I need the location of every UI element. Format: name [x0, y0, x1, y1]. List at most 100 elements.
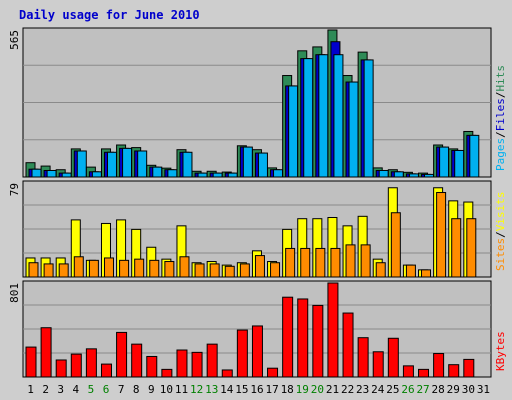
x-tick-label: 14 [220, 383, 234, 396]
side-legend: Sites/Visits [494, 192, 507, 272]
bar-sites-day-10 [164, 261, 175, 278]
x-tick-label: 2 [42, 383, 49, 396]
bar-pages-day-11 [182, 151, 193, 178]
side-legend-item: Files [494, 98, 507, 131]
bar-kbytes-day-25 [387, 337, 399, 378]
bar-sites-day-17 [270, 262, 281, 278]
side-legend-item: Pages [494, 138, 507, 171]
bar-pages-day-30 [469, 134, 480, 178]
bar-sites-day-16 [254, 255, 265, 278]
x-tick-label: 12 [190, 383, 203, 396]
bar-sites-day-3 [58, 263, 69, 278]
bar-pages-day-15 [242, 146, 253, 178]
bar-pages-day-22 [348, 81, 359, 178]
x-tick-label: 15 [235, 383, 248, 396]
bar-sites-day-24 [375, 262, 386, 278]
bar-kbytes-day-28 [433, 353, 445, 378]
bar-kbytes-day-6 [100, 363, 112, 378]
bar-pages-day-23 [363, 59, 374, 178]
bar-kbytes-day-8 [131, 343, 143, 378]
bar-pages-day-8 [137, 150, 148, 178]
side-legend-item: KBytes [494, 331, 507, 371]
panel-kbytes: 801 KBytes [8, 280, 507, 378]
bar-pages-day-9 [152, 166, 163, 178]
x-tick-label: 5 [88, 383, 95, 396]
bar-kbytes-day-7 [116, 331, 128, 378]
bar-kbytes-day-22 [342, 312, 354, 378]
side-legend-item: / [494, 92, 507, 99]
side-legend-item: / [494, 231, 507, 238]
bar-kbytes-day-29 [448, 364, 460, 378]
bar-sites-day-25 [390, 212, 401, 278]
x-tick-label: 1 [27, 383, 34, 396]
bar-sites-day-5 [88, 259, 99, 278]
y-max-label: 565 [8, 30, 21, 50]
bar-kbytes-day-11 [176, 349, 188, 378]
chart-panels: 565Pages/Files/Hits79Sites/Visits801KByt… [8, 27, 507, 378]
bar-sites-day-21 [330, 247, 341, 278]
x-tick-label: 26 [401, 383, 414, 396]
x-tick-label: 4 [73, 383, 80, 396]
bar-kbytes-day-2 [40, 327, 52, 378]
bar-kbytes-day-19 [297, 298, 309, 378]
bar-kbytes-day-13 [206, 343, 218, 378]
bar-kbytes-day-26 [402, 365, 414, 378]
bar-pages-day-16 [257, 152, 268, 178]
bar-kbytes-day-10 [161, 368, 173, 378]
bar-pages-day-29 [454, 149, 465, 178]
bar-sites-day-18 [285, 247, 296, 278]
x-tick-label: 10 [160, 383, 173, 396]
x-tick-label: 30 [462, 383, 475, 396]
bar-pages-day-12 [197, 172, 208, 178]
x-tick-label: 7 [118, 383, 125, 396]
x-tick-label: 19 [296, 383, 309, 396]
bar-pages-day-1 [31, 168, 42, 178]
x-tick-label: 17 [265, 383, 278, 396]
bar-pages-day-24 [378, 169, 389, 178]
x-tick-label: 11 [175, 383, 188, 396]
side-legend-item: Sites [494, 238, 507, 271]
x-tick-label: 9 [148, 383, 155, 396]
bar-kbytes-day-18 [282, 296, 294, 378]
side-legend-item: Visits [494, 192, 507, 232]
side-legend: Pages/Files/Hits [494, 65, 507, 171]
bar-kbytes-day-5 [85, 348, 97, 378]
x-tick-label: 29 [447, 383, 460, 396]
x-tick-label: 6 [103, 383, 110, 396]
x-tick-label: 31 [477, 383, 490, 396]
bar-sites-day-29 [451, 218, 462, 278]
bar-sites-day-13 [209, 263, 220, 278]
x-tick-label: 22 [341, 383, 354, 396]
bar-kbytes-day-4 [70, 353, 82, 378]
bar-sites-day-19 [300, 247, 311, 278]
bar-pages-day-18 [288, 85, 299, 178]
bar-pages-day-3 [61, 172, 72, 178]
x-tick-label: 16 [250, 383, 263, 396]
bar-sites-day-12 [194, 263, 205, 278]
bar-pages-day-5 [91, 171, 102, 178]
bar-sites-day-28 [436, 192, 447, 278]
x-tick-label: 28 [432, 383, 445, 396]
bar-pages-day-4 [76, 150, 87, 178]
y-max-label: 801 [8, 283, 21, 303]
bar-pages-day-14 [227, 172, 238, 178]
bar-sites-day-23 [360, 244, 371, 278]
x-tick-label: 23 [356, 383, 369, 396]
bar-sites-day-7 [119, 259, 130, 278]
bar-kbytes-day-1 [25, 346, 37, 378]
bar-sites-day-26 [405, 264, 416, 278]
bar-pages-day-19 [303, 58, 314, 178]
bar-pages-day-10 [167, 169, 178, 178]
bar-pages-day-28 [439, 146, 450, 178]
x-tick-label: 18 [281, 383, 294, 396]
x-tick-label: 27 [416, 383, 429, 396]
bar-pages-day-20 [318, 54, 329, 178]
bar-sites-day-11 [179, 256, 190, 278]
bar-pages-day-7 [122, 147, 133, 178]
bar-kbytes-day-16 [251, 325, 263, 378]
bar-sites-day-14 [224, 265, 235, 278]
bar-sites-day-30 [466, 218, 477, 278]
side-legend-item: Hits [494, 65, 507, 92]
